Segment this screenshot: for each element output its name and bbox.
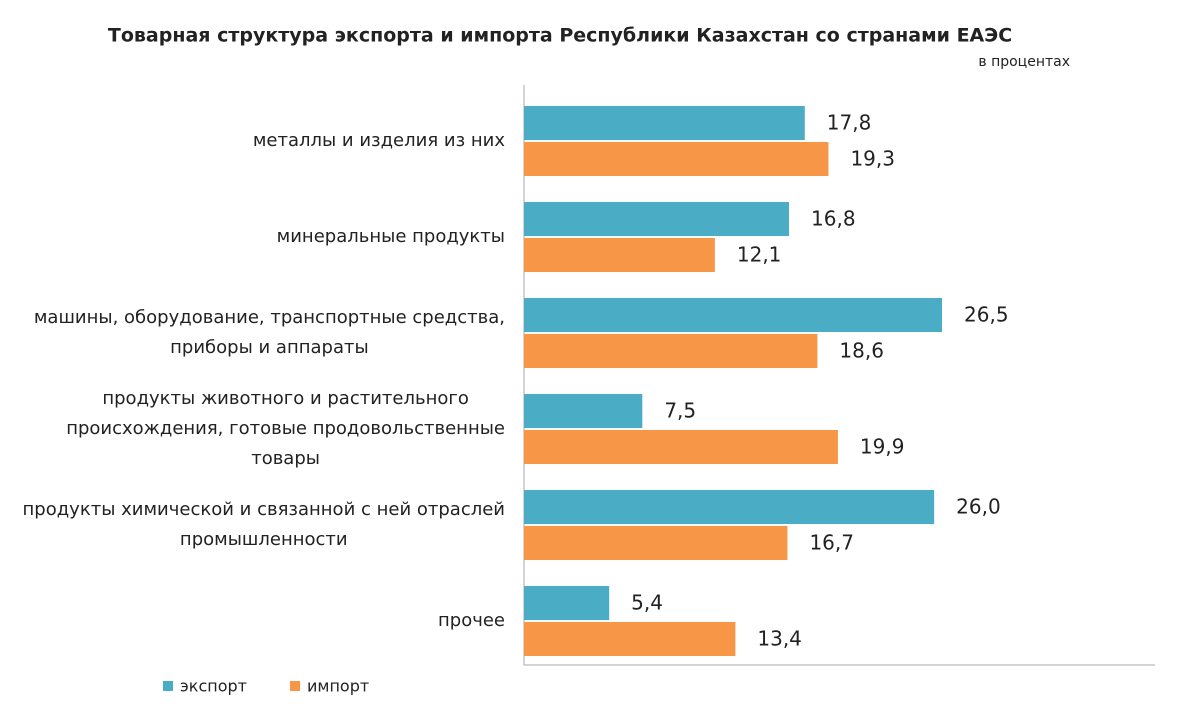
legend-label: экспорт bbox=[180, 677, 247, 696]
bar bbox=[524, 298, 943, 332]
value-label: 17,8 bbox=[827, 111, 872, 135]
bar bbox=[524, 106, 805, 140]
legend-swatch bbox=[290, 681, 300, 691]
chart-title: Товарная структура экспорта и импорта Ре… bbox=[108, 25, 1012, 47]
bar bbox=[524, 430, 838, 464]
bar bbox=[524, 622, 736, 656]
legend-label: импорт bbox=[307, 677, 369, 696]
legend-swatch bbox=[163, 681, 173, 691]
value-label: 19,9 bbox=[860, 435, 905, 459]
category-label: продукты животного и растительного проис… bbox=[66, 388, 505, 469]
bar bbox=[524, 238, 715, 272]
value-label: 16,7 bbox=[809, 531, 854, 555]
value-label: 7,5 bbox=[664, 399, 696, 423]
value-label: 16,8 bbox=[811, 207, 856, 231]
value-label: 19,3 bbox=[850, 147, 895, 171]
category-label: продукты химической и связанной с ней от… bbox=[22, 499, 505, 550]
value-label: 18,6 bbox=[839, 339, 884, 363]
value-label: 26,5 bbox=[964, 303, 1009, 327]
bar bbox=[524, 394, 643, 428]
category-label: прочее bbox=[438, 610, 505, 631]
value-label: 12,1 bbox=[737, 243, 782, 267]
bar bbox=[524, 142, 829, 176]
bar bbox=[524, 334, 818, 368]
chart-subtitle: в процентах bbox=[978, 54, 1070, 70]
value-label: 26,0 bbox=[956, 495, 1001, 519]
category-label: машины, оборудование, транспортные средс… bbox=[33, 307, 505, 358]
bar bbox=[524, 586, 610, 620]
value-label: 13,4 bbox=[757, 627, 802, 651]
category-label: минеральные продукты bbox=[276, 226, 505, 247]
bar bbox=[524, 526, 788, 560]
bar bbox=[524, 202, 790, 236]
value-label: 5,4 bbox=[631, 591, 663, 615]
category-label: металлы и изделия из них bbox=[252, 130, 505, 151]
bar bbox=[524, 490, 935, 524]
